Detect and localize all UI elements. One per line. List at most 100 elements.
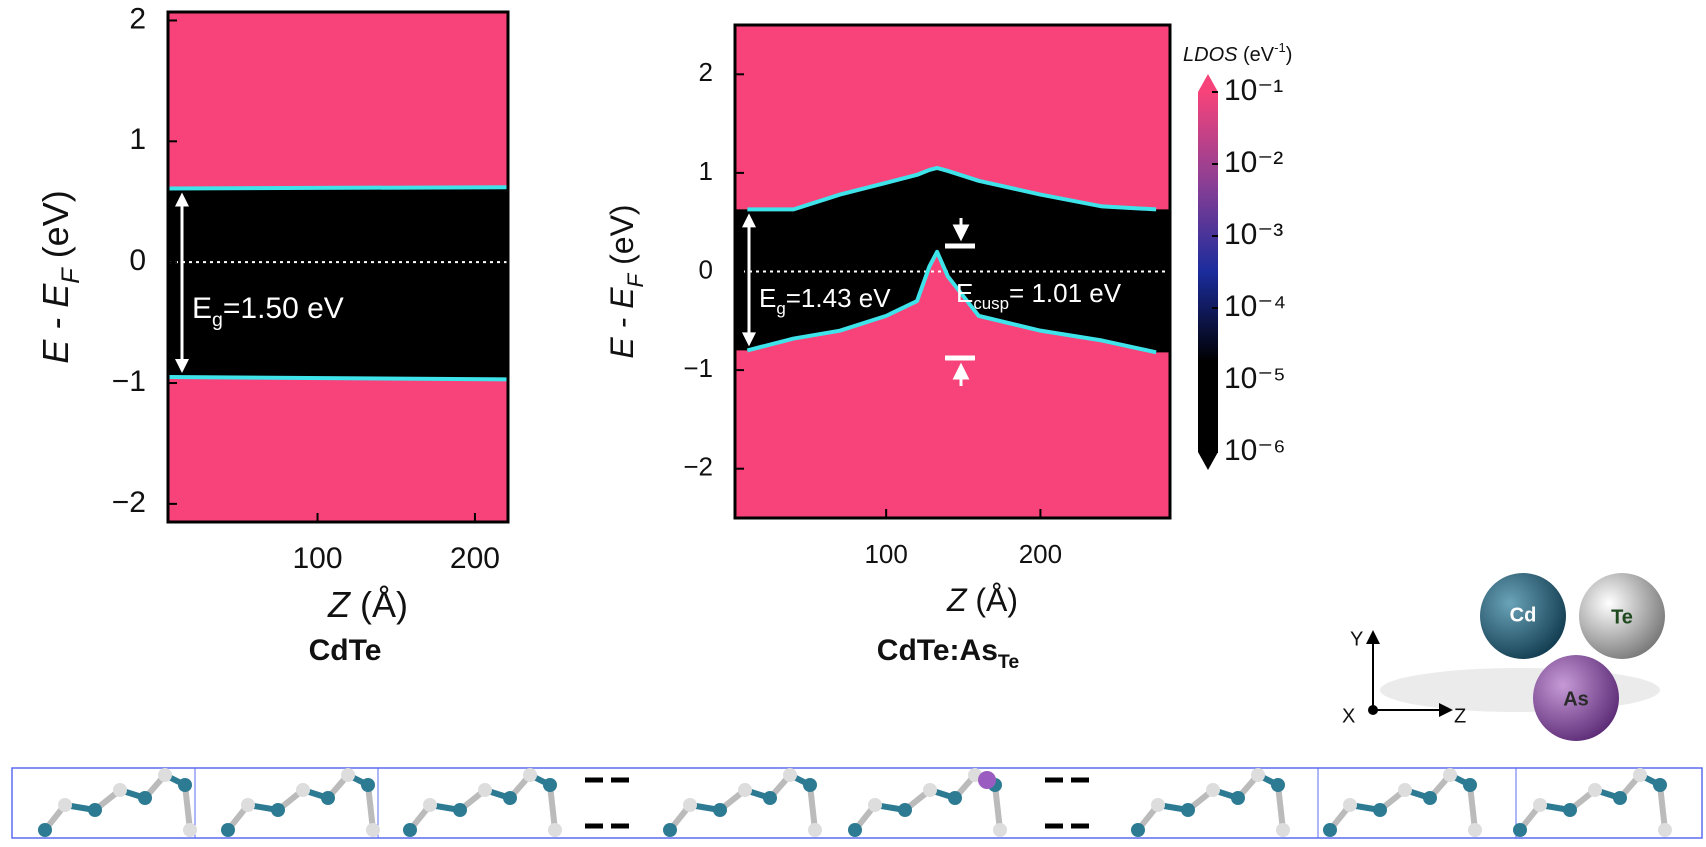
atom [403, 823, 417, 837]
atom [1271, 778, 1285, 792]
atom [683, 798, 697, 812]
atom [1533, 798, 1547, 812]
atom [1151, 798, 1165, 812]
cell-box [11, 767, 1703, 839]
y-axis-label: E - EF (eV) [35, 190, 85, 363]
annotation-part: =1.43 eV [786, 283, 891, 313]
atom [366, 823, 380, 837]
x-tick-label: 200 [1019, 539, 1062, 569]
atom [1343, 798, 1357, 812]
atom [783, 768, 797, 782]
atom-label: Cd [1510, 604, 1537, 626]
atom [1131, 823, 1145, 837]
atom [296, 783, 310, 797]
y-axis-label-part: F [623, 272, 648, 287]
bond [1657, 784, 1668, 831]
atom [1633, 768, 1647, 782]
atom [713, 803, 727, 817]
atom-te [1579, 573, 1665, 659]
panel-title-part: Te [998, 651, 1019, 673]
atom [543, 778, 557, 792]
annotation-part: g [212, 309, 223, 331]
band-edge [747, 165, 1157, 212]
atom [923, 783, 937, 797]
atom [183, 823, 197, 837]
atom [738, 783, 752, 797]
annotation: Eg=1.50 eV [192, 292, 344, 331]
colorbar-tick-label: 10⁻⁴ [1224, 290, 1286, 323]
band-edge [167, 185, 509, 191]
bond [547, 784, 558, 831]
colorbar-extend [1198, 452, 1218, 470]
y-axis-label: E - EF (eV) [604, 204, 648, 358]
annotation-part: E [956, 278, 973, 308]
atom [803, 778, 817, 792]
x-tick-label: 200 [450, 542, 500, 575]
y-tick-label: 0 [129, 244, 146, 277]
triad-label: X [1342, 705, 1355, 727]
atom [948, 791, 962, 805]
y-tick-label: 1 [129, 123, 146, 156]
bond [365, 784, 376, 831]
atom [898, 803, 912, 817]
triad-arrowheads [1366, 630, 1453, 717]
atom-as [1533, 655, 1619, 741]
bond [182, 784, 193, 831]
atom-label: As [1563, 688, 1589, 710]
annotation-part: g [776, 299, 785, 318]
atom [241, 798, 255, 812]
atom [1181, 803, 1195, 817]
colorbar-label-part: -1 [1274, 40, 1286, 55]
y-tick-label: −2 [112, 486, 146, 519]
y-axis-label-part: (eV) [35, 190, 76, 268]
colorbar-tick-label: 10⁻⁵ [1224, 362, 1286, 395]
panel-title: CdTe:AsTe [877, 634, 1020, 673]
bond [1275, 784, 1286, 831]
atom [1468, 823, 1482, 837]
atom [478, 783, 492, 797]
atomic-structure [11, 767, 1703, 839]
ellipsis-dashes [585, 777, 629, 829]
atom [1373, 803, 1387, 817]
annotation: Eg=1.43 eV [759, 283, 891, 318]
colorbar-tick-label: 10⁻¹ [1224, 74, 1283, 107]
atom [1206, 783, 1220, 797]
y-axis-label-part: E - E [35, 283, 76, 364]
annotation-part: = 1.01 eV [1009, 278, 1122, 308]
atom [1653, 778, 1667, 792]
annotation-part: E [192, 292, 212, 325]
panel-title: CdTe [309, 634, 382, 667]
atom [1563, 803, 1577, 817]
annotation: Ecusp= 1.01 eV [956, 278, 1122, 313]
y-tick-label: −1 [112, 365, 146, 398]
plot-frame [166, 10, 510, 524]
band-gap-region [735, 167, 1170, 353]
atom [221, 823, 235, 837]
axes-triad [1372, 638, 1445, 711]
x-axis-label-part: (Å) [350, 584, 408, 625]
atom [341, 768, 355, 782]
bond [1467, 784, 1478, 831]
atom [361, 778, 375, 792]
atom [1323, 823, 1337, 837]
atom [808, 823, 822, 837]
colorbar-extend [1198, 74, 1218, 92]
ellipsis-dashes [1045, 777, 1089, 829]
x-axis-label: Z (Å) [946, 582, 1018, 618]
x-axis-label-part: Z [946, 582, 968, 618]
colorbar-label-part: ) [1286, 44, 1293, 66]
y-tick-label: 0 [699, 254, 713, 284]
triad-label: Z [1454, 705, 1466, 727]
band-gap-region [168, 187, 508, 380]
gap-arrowhead [742, 213, 756, 347]
atom [88, 803, 102, 817]
colorbar-tick-label: 10⁻² [1224, 146, 1283, 179]
atom [1613, 791, 1627, 805]
atom [271, 803, 285, 817]
y-tick-label: 2 [699, 57, 713, 87]
y-tick-label: 1 [699, 156, 713, 186]
atom [1588, 783, 1602, 797]
bond [807, 784, 818, 831]
panel-title-part: CdTe:As [877, 634, 998, 667]
annotation-part: E [759, 283, 776, 313]
